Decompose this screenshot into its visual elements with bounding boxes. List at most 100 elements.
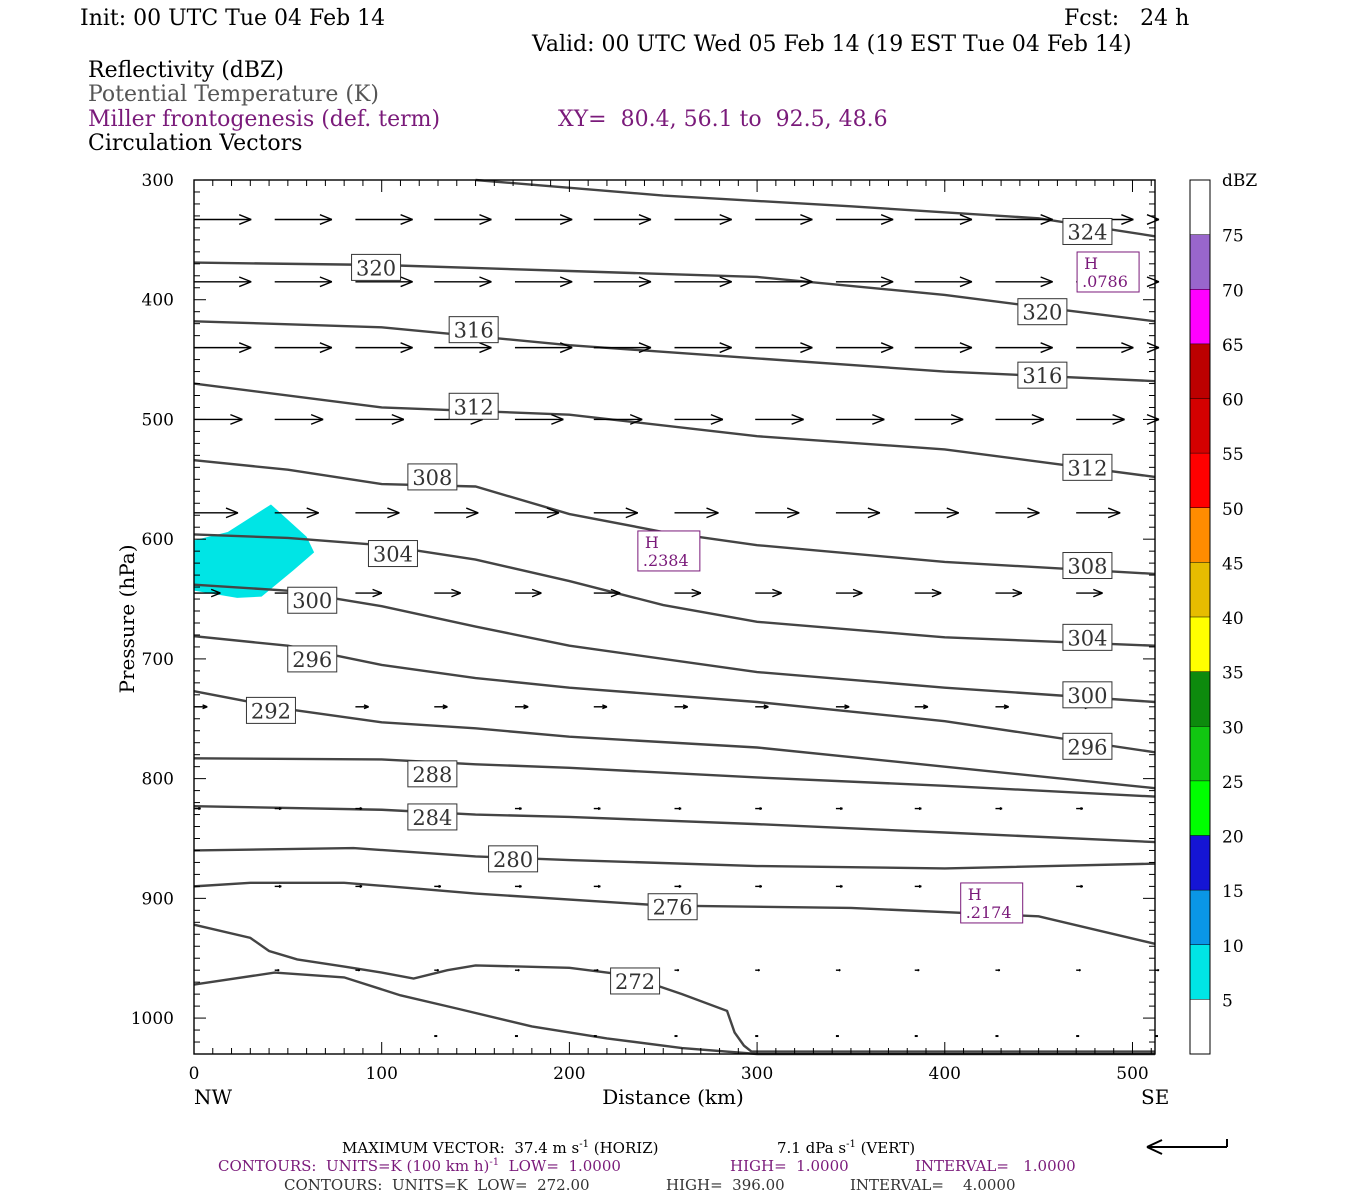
frontogenesis-max: H.0786: [1076, 251, 1140, 293]
frontogenesis-max-value: .2174: [966, 903, 1012, 922]
vector-head: [1093, 588, 1103, 594]
valid-time: Valid: 00 UTC Wed 05 Feb 14 (19 EST Tue …: [531, 32, 1132, 57]
vector-head: [950, 414, 964, 421]
vector-head: [479, 214, 492, 221]
vector-head: [442, 706, 448, 710]
colorbar-label: 20: [1222, 828, 1244, 848]
colorbar-segment: [1190, 562, 1210, 617]
reflectivity-area: [194, 504, 315, 598]
vector-head: [1146, 342, 1160, 349]
circulation-vector: [355, 414, 405, 425]
vector-head: [786, 507, 800, 514]
vector-head: [238, 281, 252, 288]
circulation-vector: [514, 414, 564, 425]
vector-head: [479, 346, 492, 354]
vector-head: [198, 807, 201, 811]
vector-head: [517, 969, 520, 972]
vector-head: [1031, 414, 1045, 421]
colorbar-label: 70: [1222, 281, 1244, 301]
y-tick-label: 300: [142, 171, 174, 191]
frontogenesis-max: H.2174: [960, 882, 1024, 924]
colorbar-label: 10: [1222, 937, 1244, 957]
circulation-vector: [1076, 342, 1134, 354]
vector-head: [719, 214, 732, 221]
vector-head: [559, 342, 573, 349]
vector-head: [757, 969, 760, 972]
vector-head: [917, 969, 920, 972]
circulation-vector: [914, 704, 929, 710]
vector-head: [230, 418, 243, 425]
vector-head: [531, 588, 542, 594]
vector-head: [959, 214, 973, 221]
vector-head: [880, 214, 894, 221]
frontogenesis-max-label: H: [1084, 254, 1098, 273]
vector-head: [531, 592, 542, 598]
vector-head: [999, 807, 1003, 811]
vector-head: [625, 512, 639, 519]
contour-label: 304: [1067, 626, 1107, 650]
circulation-vector: [593, 588, 621, 598]
vector-head: [451, 592, 461, 598]
contour-label: 308: [412, 466, 452, 490]
contour-label-box: [351, 253, 402, 281]
contour-label-box: [1062, 453, 1113, 481]
x-tick-label: 0: [189, 1064, 200, 1084]
circulation-vector: [593, 214, 652, 225]
vector-head: [998, 969, 1001, 972]
circulation-vector: [434, 342, 492, 354]
contour-label: 300: [292, 589, 332, 613]
vector-head: [479, 281, 492, 288]
vector-head: [800, 342, 813, 349]
vector-head: [1146, 218, 1160, 225]
vector-head: [1012, 588, 1023, 594]
frontogenesis-max-box: [960, 882, 1024, 924]
circulation-vector: [674, 414, 724, 425]
colorbar-label: 65: [1222, 336, 1244, 356]
vector-head: [319, 218, 333, 225]
vector-head: [719, 281, 732, 288]
field-circulation: Circulation Vectors: [88, 131, 302, 156]
circulation-vector: [995, 414, 1045, 425]
contour-label-box: [287, 586, 338, 614]
vector-head: [470, 418, 483, 425]
contour-label: 312: [1067, 456, 1107, 480]
circulation-vector: [995, 342, 1053, 354]
circulation-vector: [434, 704, 448, 710]
circulation-vector: [835, 884, 843, 888]
circulation-vector: [674, 884, 682, 888]
colorbar-segment: [1190, 343, 1210, 399]
vector-head: [319, 281, 333, 288]
circulation-vector: [274, 884, 282, 888]
vector-head: [400, 346, 413, 354]
circulation-vector: [355, 507, 400, 519]
vector-head: [400, 214, 413, 221]
colorbar-segment: [1190, 453, 1210, 508]
circulation-vector: [274, 968, 280, 972]
vector-head: [950, 418, 964, 425]
circulation-vector: [514, 704, 529, 710]
circulation-vector: [674, 806, 682, 811]
vector-head: [400, 276, 413, 283]
vector-head: [359, 885, 363, 888]
contour-label: 296: [292, 648, 332, 672]
colorbar-segment: [1190, 234, 1210, 290]
vector-head: [691, 592, 702, 598]
contour-label: 308: [1067, 555, 1107, 579]
vector-head: [278, 885, 282, 888]
circulation-vector: [274, 414, 324, 425]
circulation-vector: [755, 704, 769, 710]
vector-head: [759, 807, 763, 811]
vector-head: [400, 218, 413, 225]
isentrope-284: [193, 804, 1156, 844]
contour-label: 276: [653, 896, 693, 920]
contour-label-box: [1017, 298, 1068, 326]
circulation-vector: [355, 806, 363, 811]
isentrope-ground: [193, 971, 1155, 1056]
vector-head: [638, 346, 652, 354]
vector-head: [959, 218, 973, 225]
contour-label-box: [367, 540, 418, 568]
colorbar-segment: [1190, 999, 1210, 1054]
vector-head: [719, 342, 732, 349]
contour-label-box: [610, 967, 661, 995]
x-axis-label: Distance (km): [602, 1085, 744, 1109]
